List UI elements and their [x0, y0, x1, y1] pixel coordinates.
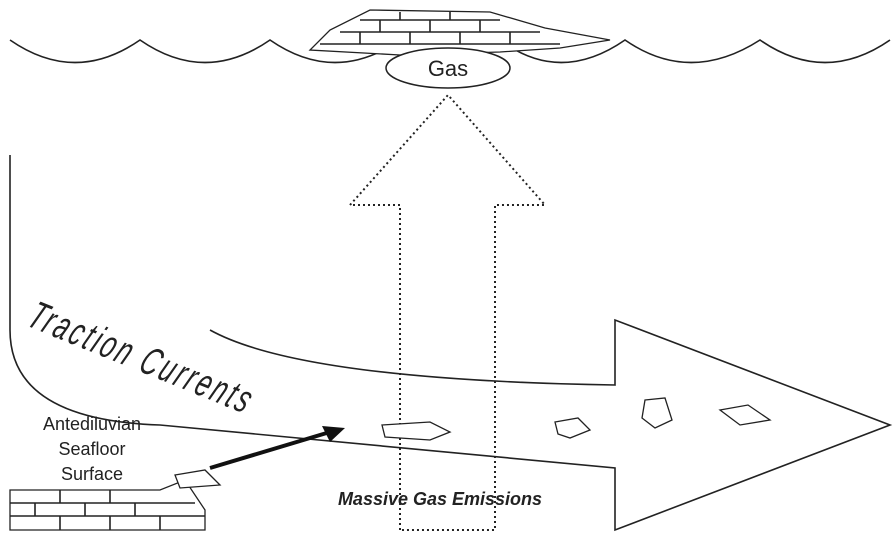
transport-arrow	[210, 432, 330, 468]
seafloor-label: Antediluvian Seafloor Surface	[43, 414, 141, 484]
ice-fragments	[175, 398, 770, 488]
gas-label: Gas	[428, 56, 468, 81]
seafloor	[10, 480, 205, 530]
emissions-label: Massive Gas Emissions	[338, 489, 542, 509]
seafloor-line: Surface	[61, 464, 123, 484]
diagram: Gas Traction Currents Antediluvian Seafl…	[0, 0, 896, 533]
gas-arrow	[350, 95, 545, 530]
seafloor-line: Seafloor	[58, 439, 125, 459]
seafloor-line: Antediluvian	[43, 414, 141, 434]
traction-label: Traction Currents	[20, 294, 260, 422]
